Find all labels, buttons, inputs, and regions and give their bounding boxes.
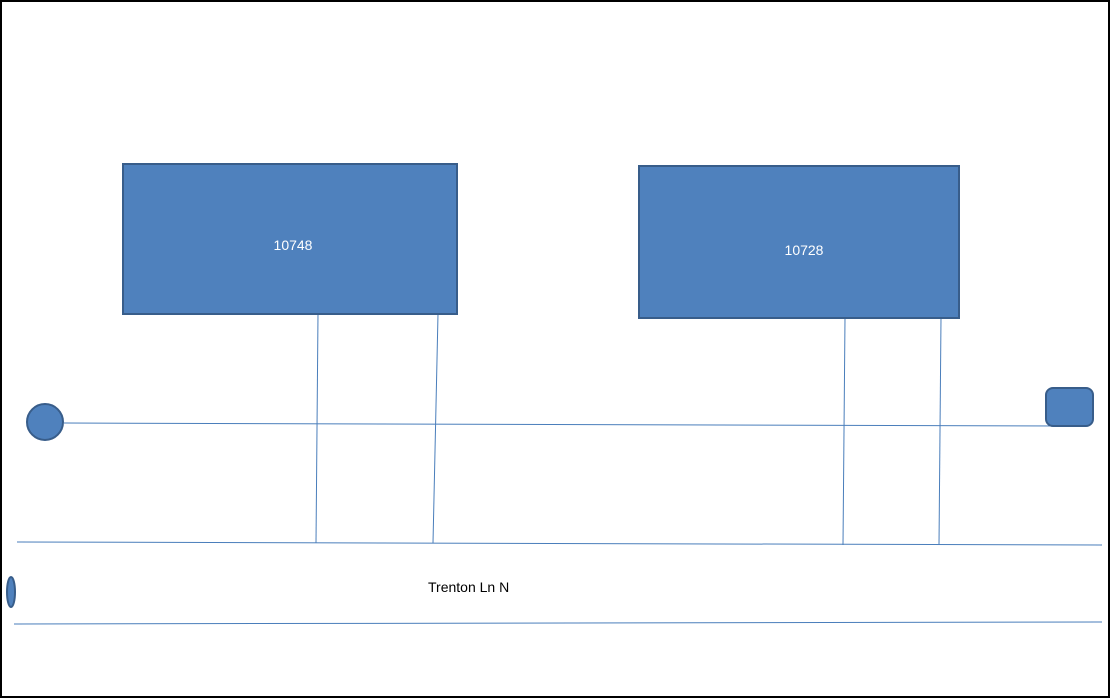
connector-line-10728-right bbox=[938, 317, 942, 546]
building-10728 bbox=[638, 165, 960, 319]
street-edge-top bbox=[16, 541, 1103, 546]
connector-line-10748-right bbox=[432, 313, 439, 544]
building-10748 bbox=[122, 163, 458, 315]
building-10728-label: 10728 bbox=[785, 242, 824, 258]
ellipse-marker bbox=[6, 576, 16, 608]
connector-line-10728-left bbox=[842, 317, 846, 546]
utility-line bbox=[63, 422, 1065, 427]
circle-marker bbox=[26, 403, 64, 441]
building-10748-label: 10748 bbox=[274, 237, 313, 253]
rounded-square-marker bbox=[1045, 387, 1094, 427]
street-edge-bottom bbox=[13, 621, 1103, 625]
street-label: Trenton Ln N bbox=[428, 579, 509, 595]
connector-line-10748-left bbox=[315, 313, 319, 544]
